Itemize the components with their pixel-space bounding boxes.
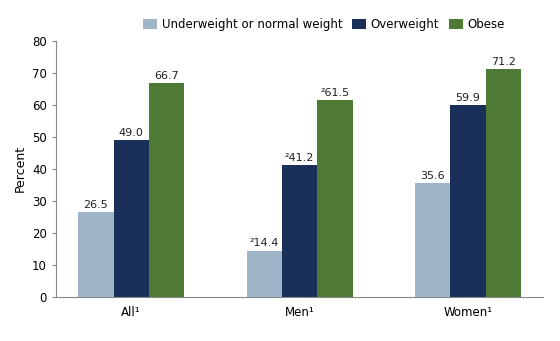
Legend: Underweight or normal weight, Overweight, Obese: Underweight or normal weight, Overweight… [138,14,510,36]
Y-axis label: Percent: Percent [13,145,26,192]
Text: ²61.5: ²61.5 [320,88,349,98]
Text: 66.7: 66.7 [154,71,179,81]
Bar [246,251,282,297]
Text: 59.9: 59.9 [456,93,480,103]
Text: 71.2: 71.2 [491,57,516,67]
Text: ²14.4: ²14.4 [250,238,279,248]
Bar [149,84,184,297]
Text: 26.5: 26.5 [83,200,108,210]
Bar [114,140,149,297]
Bar [415,183,450,297]
Bar [450,105,486,297]
Text: 49.0: 49.0 [119,128,143,138]
Text: ²41.2: ²41.2 [285,153,314,163]
Bar [318,100,353,297]
Bar [78,212,114,297]
Text: 35.6: 35.6 [421,170,445,181]
Bar [282,165,318,297]
Bar [486,69,521,297]
